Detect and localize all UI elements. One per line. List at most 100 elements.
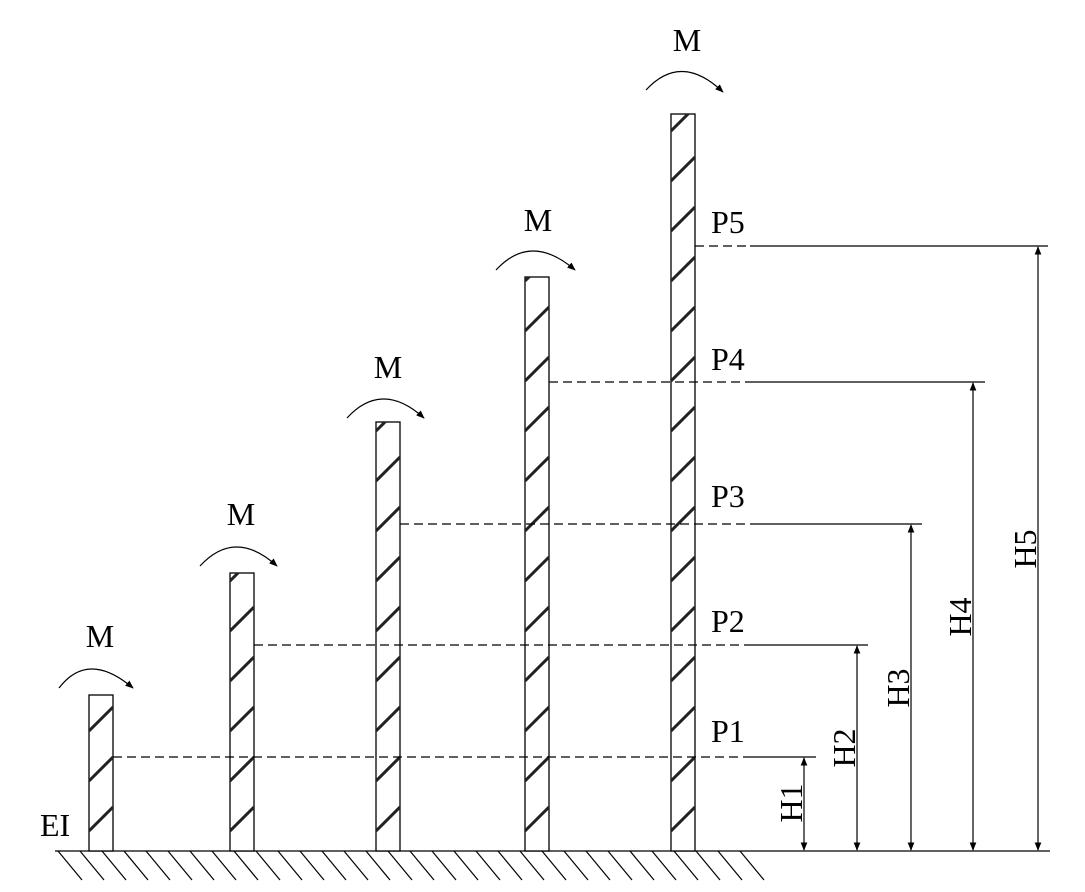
ground-hatch-stroke <box>211 850 237 881</box>
column-hatch-stroke <box>671 355 695 383</box>
column-hatch-stroke <box>89 805 113 833</box>
height-label-h4: H4 <box>942 597 978 636</box>
moment-arrow-4 <box>495 250 576 271</box>
moment-label-5: M <box>673 22 701 58</box>
column-hatch-stroke <box>525 355 549 383</box>
ground-hatch-stroke <box>453 850 479 881</box>
ground-hatch-stroke <box>541 850 567 881</box>
column-hatch-stroke <box>525 655 549 683</box>
column-hatch-stroke <box>671 755 695 783</box>
ground-hatch-stroke <box>101 850 127 881</box>
moment-label-2: M <box>227 496 255 532</box>
ground-hatch-stroke <box>343 850 369 881</box>
column-hatch-stroke <box>89 755 113 783</box>
column-hatch-stroke <box>89 705 113 733</box>
ground-hatch-stroke <box>57 850 83 881</box>
ground-hatch-stroke <box>189 850 215 881</box>
column-hatch-stroke <box>525 505 549 533</box>
column-hatch-stroke <box>671 705 695 733</box>
column-hatch-stroke <box>671 255 695 283</box>
ground-hatch-stroke <box>431 850 457 881</box>
column-hatch-stroke <box>230 755 254 783</box>
column-hatch-stroke <box>671 155 695 183</box>
ground-hatch-stroke <box>673 850 699 881</box>
column-hatch-stroke <box>376 805 400 833</box>
ground-hatch-stroke <box>145 850 171 881</box>
ground-hatch-stroke <box>497 850 523 881</box>
column-hatch-stroke <box>671 605 695 633</box>
column-hatch-stroke <box>671 405 695 433</box>
ground-hatch-stroke <box>409 850 435 881</box>
ground-hatch-stroke <box>607 850 633 881</box>
column-hatch-stroke <box>376 605 400 633</box>
ground-support <box>55 850 1050 881</box>
ground-hatch-stroke <box>321 850 347 881</box>
column-hatch-stroke <box>525 755 549 783</box>
height-label-h1: H1 <box>773 783 809 822</box>
column-hatch-stroke <box>230 655 254 683</box>
ground-hatch-stroke <box>79 850 105 881</box>
column-3 <box>375 421 401 852</box>
column-hatch-stroke <box>376 755 400 783</box>
stiffness-label: EI <box>40 807 70 843</box>
load-label-p5: P5 <box>711 204 745 240</box>
column-hatch-stroke <box>376 555 400 583</box>
load-label-p2: P2 <box>711 603 745 639</box>
ground-hatch-stroke <box>695 850 721 881</box>
ground-hatch-stroke <box>277 850 303 881</box>
column-hatch-stroke <box>671 505 695 533</box>
moment-arrow-5 <box>645 70 724 93</box>
column-hatch-stroke <box>376 705 400 733</box>
column-hatch-stroke <box>671 655 695 683</box>
column-hatch-stroke <box>671 57 695 81</box>
moment-label-1: M <box>86 618 114 654</box>
column-hatch-stroke <box>525 805 549 833</box>
moment-arrow-1 <box>58 668 134 689</box>
ground-hatch-stroke <box>475 850 501 881</box>
column-hatch-stroke <box>671 205 695 233</box>
load-label-p3: P3 <box>711 478 745 514</box>
column-hatch-stroke <box>671 455 695 483</box>
moment-arrow-2 <box>199 546 278 567</box>
ground-hatch-stroke <box>519 850 545 881</box>
ground-hatch-stroke <box>629 850 655 881</box>
column-hatch-stroke <box>376 505 400 533</box>
moment-arrow-3 <box>346 398 425 419</box>
ground-hatch-stroke <box>563 850 589 881</box>
column-hatch-stroke <box>671 305 695 333</box>
ground-hatch-stroke <box>739 850 765 881</box>
column-2 <box>229 572 255 852</box>
height-label-h5: H5 <box>1007 529 1043 568</box>
column-hatch-stroke <box>525 555 549 583</box>
column-hatch-stroke <box>230 605 254 633</box>
ground-hatch-stroke <box>651 850 677 881</box>
ground-hatch-stroke <box>233 850 259 881</box>
column-hatch-stroke <box>230 573 241 583</box>
height-label-h3: H3 <box>880 668 916 707</box>
column-4 <box>524 276 550 852</box>
column-hatch-stroke <box>671 555 695 583</box>
column-hatch-stroke <box>376 422 388 433</box>
column-hatch-stroke <box>525 705 549 733</box>
ground-hatch-stroke <box>585 850 611 881</box>
height-label-h2: H2 <box>826 728 862 767</box>
load-label-p4: P4 <box>711 341 745 377</box>
ground-hatch-stroke <box>299 850 325 881</box>
column-hatch-stroke <box>525 605 549 633</box>
moment-label-3: M <box>374 349 402 385</box>
ground-hatch-stroke <box>387 850 413 881</box>
ground-hatch-stroke <box>717 850 743 881</box>
column-hatch-stroke <box>525 455 549 483</box>
moment-label-4: M <box>524 202 552 238</box>
ground-hatch-stroke <box>365 850 391 881</box>
column-hatch-stroke <box>525 305 549 333</box>
column-hatch-stroke <box>376 455 400 483</box>
column-5 <box>670 57 696 852</box>
ground-hatch-stroke <box>255 850 281 881</box>
column-hatch-stroke <box>230 705 254 733</box>
column-hatch-stroke <box>671 805 695 833</box>
column-1 <box>88 694 114 852</box>
load-label-p1: P1 <box>711 713 745 749</box>
column-hatch-stroke <box>525 405 549 433</box>
